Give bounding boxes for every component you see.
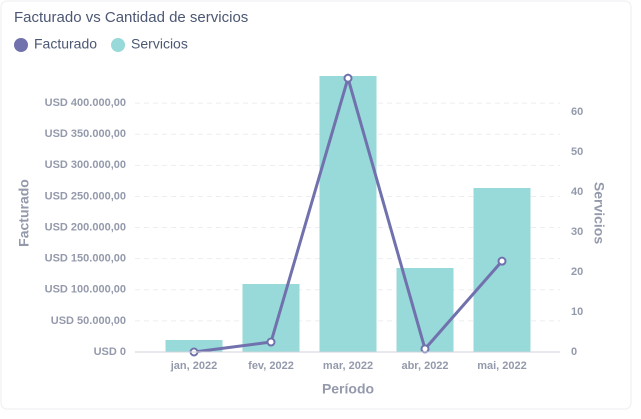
bar — [319, 76, 377, 352]
point — [266, 337, 276, 347]
y-tick-label: USD 100.000,00 — [45, 284, 126, 296]
point — [343, 73, 353, 83]
y2-tick-label: 20 — [571, 266, 583, 278]
y-tick-label: USD 300.000,00 — [45, 159, 126, 171]
legend-label: Facturado — [34, 36, 97, 52]
y-tick-label: USD 350.000,00 — [45, 128, 126, 140]
y2-axis-title: Servicios — [591, 182, 607, 244]
x-axis-title: Período — [322, 381, 374, 397]
y-tick-label: USD 0 — [94, 346, 126, 358]
y2-tick-label: 30 — [571, 226, 583, 238]
legend-swatch — [14, 38, 28, 52]
y-tick-label: USD 400.000,00 — [45, 97, 126, 109]
y-tick-label: USD 200.000,00 — [45, 221, 126, 233]
legend-swatch — [111, 38, 126, 52]
x-tick-label: fev, 2022 — [248, 360, 294, 372]
legend-label: Servicios — [131, 36, 188, 52]
x-tick-label: mar, 2022 — [323, 360, 373, 372]
point — [420, 344, 430, 354]
y2-tick-label: 60 — [571, 106, 583, 118]
point — [497, 256, 507, 266]
chart-title: Facturado vs Cantidad de servicios — [14, 9, 248, 26]
y-axis-title: Facturado — [16, 179, 32, 247]
x-tick-label: jan, 2022 — [170, 360, 217, 372]
bar — [473, 188, 531, 352]
y-tick-label: USD 50.000,00 — [51, 315, 126, 327]
x-tick-label: mai, 2022 — [477, 360, 527, 372]
y2-tick-label: 40 — [571, 186, 583, 198]
y-tick-label: USD 250.000,00 — [45, 190, 126, 202]
y2-tick-label: 0 — [571, 346, 577, 358]
x-tick-label: abr, 2022 — [401, 360, 448, 372]
y2-tick-label: 10 — [571, 306, 583, 318]
y-tick-label: USD 150.000,00 — [45, 253, 126, 265]
y2-tick-label: 50 — [571, 146, 583, 158]
